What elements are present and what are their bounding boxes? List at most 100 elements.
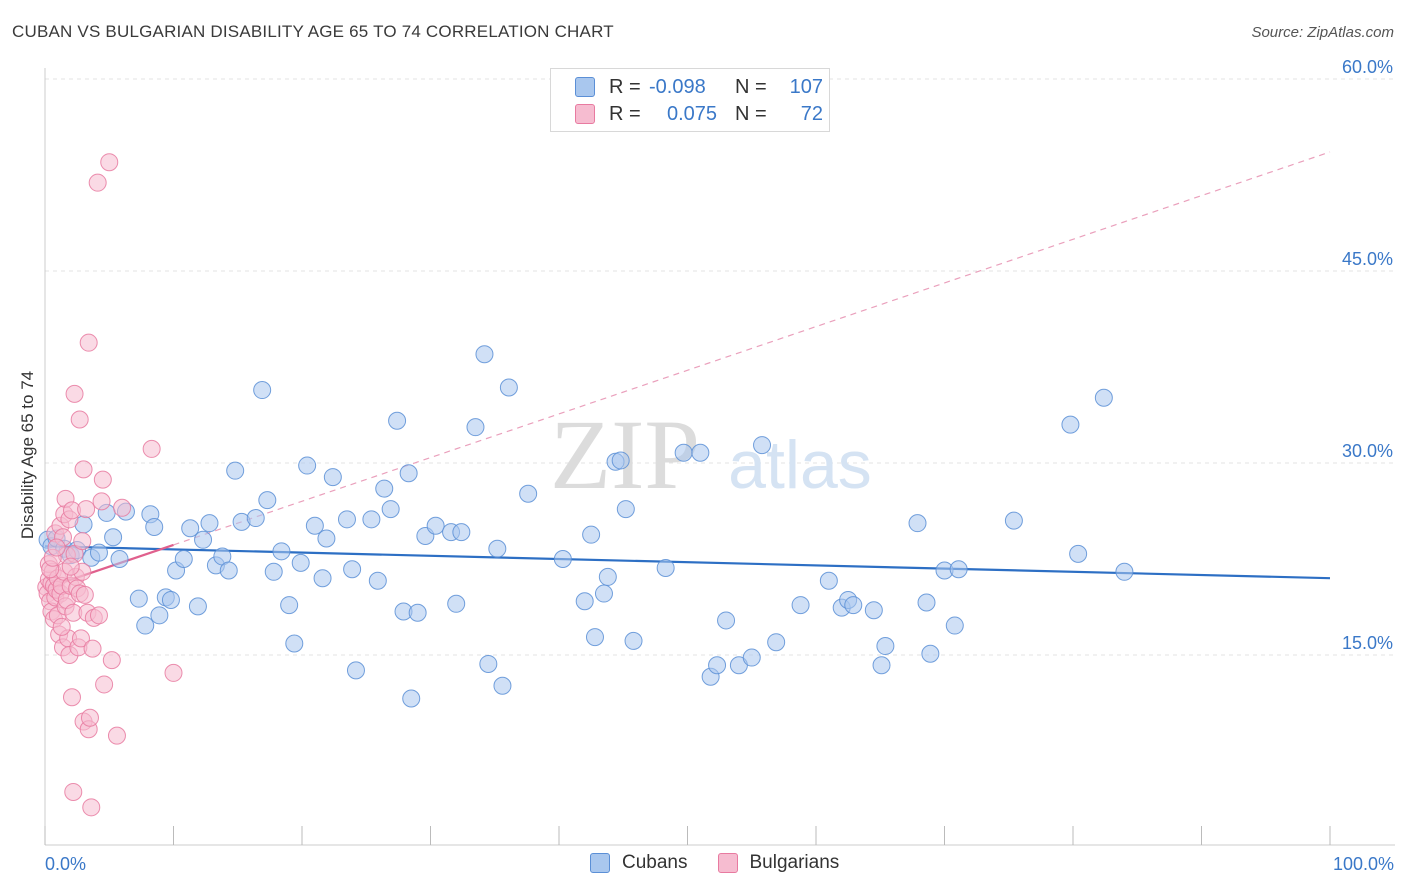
cuban-point (864, 601, 883, 620)
cuban-point (181, 519, 200, 538)
cuban-point (844, 596, 863, 615)
watermark: ZIP atlas (550, 399, 872, 510)
cuban-point (226, 461, 245, 480)
bulgarians-swatch (575, 104, 595, 124)
cuban-point (616, 500, 635, 519)
bulgarian-point (64, 782, 83, 801)
cuban-point (1004, 511, 1023, 530)
cuban-point (624, 631, 643, 650)
cubans-legend-label: Cubans (622, 852, 688, 873)
bulgarian-point (80, 708, 99, 727)
y-axis-label: Disability Age 65 to 74 (18, 371, 37, 539)
n-value: 72 (800, 102, 823, 125)
cuban-point (717, 611, 736, 630)
cuban-point (253, 381, 272, 400)
bulgarian-point (77, 500, 96, 519)
bulgarian-point (88, 173, 107, 192)
bulgarians-legend-label: Bulgarians (749, 852, 840, 873)
cuban-point (921, 644, 940, 663)
axis-layer (44, 68, 1395, 846)
points-layer (37, 153, 1134, 817)
cuban-point (368, 571, 387, 590)
cuban-point (945, 616, 964, 635)
cuban-point (767, 633, 786, 652)
x-tick-label: 100.0% (1333, 854, 1394, 874)
source-label: Source: ZipAtlas.com (1251, 24, 1394, 41)
cuban-point (582, 525, 601, 544)
cubans-legend-swatch (590, 853, 610, 873)
cuban-point (708, 656, 727, 675)
legend-item-cubans[interactable]: Cubans (590, 852, 688, 874)
bulgarian-point (65, 384, 84, 403)
bulgarian-point (74, 460, 93, 479)
bulgarian-point (71, 629, 90, 648)
bulgarian-point (164, 663, 183, 682)
y-tick-label: 30.0% (1342, 441, 1393, 461)
bulgarian-point (82, 798, 101, 817)
x-tick-label: 0.0% (45, 854, 86, 874)
stats-legend: R = -0.098 N = 107 R = 0.075 N = 72 (550, 68, 830, 132)
bulgarian-point (47, 538, 66, 557)
cubans-swatch (575, 77, 595, 97)
bulgarian-point (89, 606, 108, 625)
cuban-point (200, 514, 219, 533)
watermark-atlas: atlas (728, 427, 872, 503)
bulgarian-point (93, 470, 112, 489)
cuban-point (194, 530, 213, 549)
legend-row-cubans: R = -0.098 N = 107 (575, 75, 823, 99)
cuban-point (493, 676, 512, 695)
bulgarian-point (92, 492, 111, 511)
cuban-point (479, 654, 498, 673)
cuban-point (1069, 544, 1088, 563)
cuban-point (313, 569, 332, 588)
cuban-point (399, 464, 418, 483)
bulgarian-point (62, 688, 81, 707)
cuban-point (362, 510, 381, 529)
cuban-point (280, 596, 299, 615)
cuban-point (381, 500, 400, 519)
cuban-point (872, 656, 891, 675)
cuban-point (598, 567, 617, 586)
cuban-point (337, 510, 356, 529)
cuban-point (317, 529, 336, 548)
legend-row-bulgarians: R = 0.075 N = 72 (575, 102, 823, 126)
cuban-point (110, 550, 129, 568)
cuban-point (150, 606, 169, 625)
cuban-point (161, 590, 180, 609)
cuban-point (174, 550, 193, 568)
bulgarian-point (100, 153, 119, 172)
cuban-point (447, 594, 466, 613)
cuban-point (594, 584, 613, 603)
legend-item-bulgarians[interactable]: Bulgarians (717, 852, 840, 874)
n-label: N = (735, 102, 767, 125)
cuban-point (89, 543, 108, 562)
bulgarian-point (113, 498, 132, 517)
grid-layer (45, 78, 1395, 656)
bulgarian-point (79, 333, 98, 352)
cuban-trend-line (44, 545, 1331, 580)
bulgarian-point (95, 675, 114, 694)
cuban-point (466, 418, 485, 437)
cuban-point (611, 451, 630, 470)
cuban-point (1061, 415, 1080, 434)
y-tick-label: 15.0% (1342, 633, 1393, 653)
cuban-point (553, 550, 572, 568)
cuban-point (145, 518, 164, 536)
cuban-point (499, 378, 518, 397)
cuban-point (917, 593, 936, 612)
cuban-point (219, 561, 238, 580)
bulgarian-point (102, 651, 121, 670)
cuban-point (1094, 388, 1113, 407)
cuban-point (1115, 562, 1134, 581)
bulgarians-legend-swatch (717, 853, 738, 873)
bulgarian-trend-extension (173, 151, 1331, 546)
cuban-point (305, 516, 324, 535)
cuban-point (291, 553, 310, 572)
cuban-point (575, 592, 594, 611)
cuban-point (246, 509, 265, 528)
cuban-point (742, 648, 761, 667)
cuban-point (656, 558, 675, 577)
y-tick-label: 60.0% (1342, 57, 1393, 77)
cuban-point (298, 456, 317, 475)
cuban-point (323, 468, 342, 487)
